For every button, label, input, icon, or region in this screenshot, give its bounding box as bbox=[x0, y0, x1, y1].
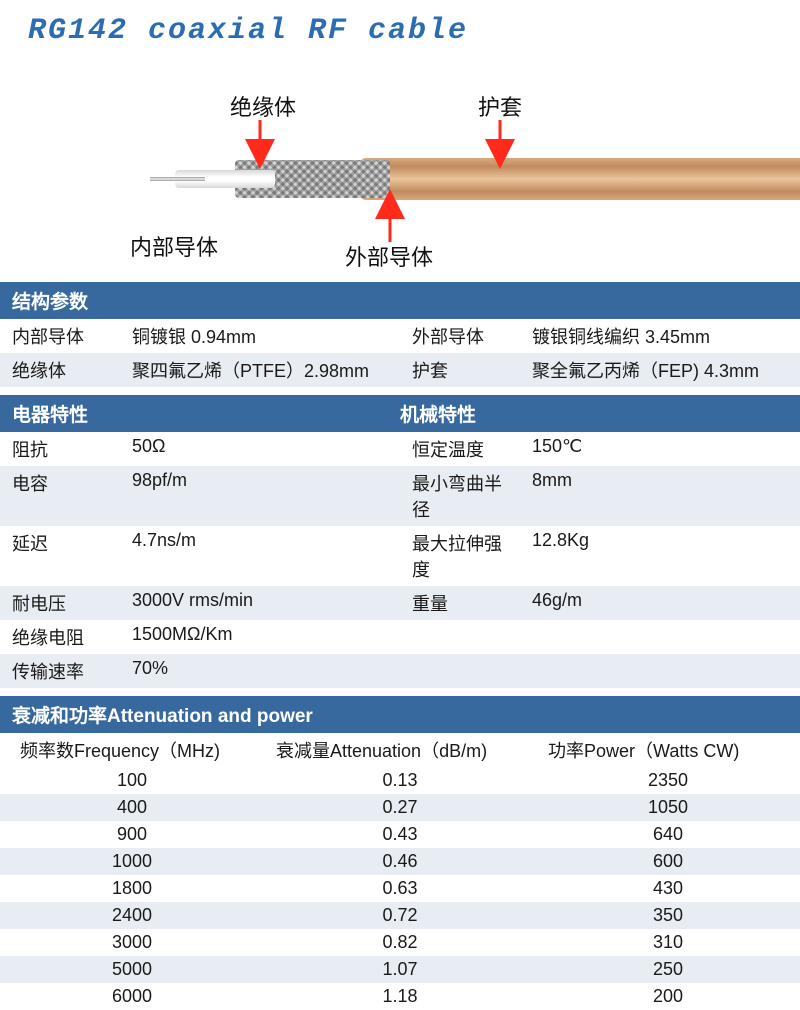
attenuation-table: 频率数Frequency（MHz) 衰减量Attenuation（dB/m) 功… bbox=[0, 733, 800, 1010]
cell: 绝缘电阻 bbox=[0, 620, 120, 654]
structure-table: 内部导体铜镀银 0.94mm外部导体镀银铜线编织 3.45mm绝缘体聚四氟乙烯（… bbox=[0, 319, 800, 387]
table-row: 阻抗50Ω恒定温度150℃ bbox=[0, 432, 800, 466]
table-row: 绝缘电阻1500MΩ/Km bbox=[0, 620, 800, 654]
table-row: 传输速率70% bbox=[0, 654, 800, 688]
cell: 1.07 bbox=[264, 956, 536, 983]
table-row: 延迟4.7ns/m最大拉伸强度12.8Kg bbox=[0, 526, 800, 586]
cell: 绝缘体 bbox=[0, 353, 120, 387]
cell: 640 bbox=[536, 821, 800, 848]
cell: 3000 bbox=[0, 929, 264, 956]
cell: 最大拉伸强度 bbox=[400, 526, 520, 586]
label-jacket: 护套 bbox=[478, 90, 522, 122]
table-row: 18000.63430 bbox=[0, 875, 800, 902]
cell: 延迟 bbox=[0, 526, 120, 586]
label-inner-conductor: 内部导体 bbox=[130, 230, 218, 262]
cable-conductor bbox=[150, 177, 205, 181]
cell: 8mm bbox=[520, 466, 800, 526]
cell: 400 bbox=[0, 794, 264, 821]
cable-diagram: 绝缘体 护套 内部导体 外部导体 bbox=[0, 52, 800, 282]
cell: 0.72 bbox=[264, 902, 536, 929]
page-title: RG142 coaxial RF cable bbox=[0, 0, 800, 52]
cell bbox=[400, 620, 520, 654]
cell: 1500MΩ/Km bbox=[120, 620, 400, 654]
cell: 3000V rms/min bbox=[120, 586, 400, 620]
table-row: 9000.43640 bbox=[0, 821, 800, 848]
cell: 1000 bbox=[0, 848, 264, 875]
cell: 1.18 bbox=[264, 983, 536, 1010]
cell: 0.13 bbox=[264, 767, 536, 794]
section-title-mechanical: 机械特性 bbox=[400, 400, 788, 427]
section-title-electrical: 电器特性 bbox=[12, 400, 400, 427]
col-power: 功率Power（Watts CW) bbox=[536, 733, 800, 767]
cell: 镀银铜线编织 3.45mm bbox=[520, 319, 800, 353]
cell: 350 bbox=[536, 902, 800, 929]
cell: 0.63 bbox=[264, 875, 536, 902]
cell bbox=[520, 654, 800, 688]
table-row: 4000.271050 bbox=[0, 794, 800, 821]
cell: 250 bbox=[536, 956, 800, 983]
label-insulation: 绝缘体 bbox=[230, 90, 296, 122]
section-title-structure: 结构参数 bbox=[12, 287, 788, 314]
cell: 外部导体 bbox=[400, 319, 520, 353]
table-row: 30000.82310 bbox=[0, 929, 800, 956]
cell: 5000 bbox=[0, 956, 264, 983]
table-row: 10000.46600 bbox=[0, 848, 800, 875]
cell: 聚全氟乙丙烯（FEP) 4.3mm bbox=[520, 353, 800, 387]
cell: 1050 bbox=[536, 794, 800, 821]
cell: 电容 bbox=[0, 466, 120, 526]
cell: 900 bbox=[0, 821, 264, 848]
cell: 150℃ bbox=[520, 432, 800, 466]
cell: 传输速率 bbox=[0, 654, 120, 688]
cell: 310 bbox=[536, 929, 800, 956]
cell: 耐电压 bbox=[0, 586, 120, 620]
cell: 430 bbox=[536, 875, 800, 902]
cell: 2350 bbox=[536, 767, 800, 794]
cell: 4.7ns/m bbox=[120, 526, 400, 586]
cell: 最小弯曲半径 bbox=[400, 466, 520, 526]
cell: 内部导体 bbox=[0, 319, 120, 353]
cell: 恒定温度 bbox=[400, 432, 520, 466]
section-header-attenuation: 衰减和功率Attenuation and power bbox=[0, 696, 800, 733]
cell: 6000 bbox=[0, 983, 264, 1010]
section-header-elec-mech: 电器特性 机械特性 bbox=[0, 395, 800, 432]
label-outer-conductor: 外部导体 bbox=[345, 240, 433, 272]
cell: 200 bbox=[536, 983, 800, 1010]
table-row: 绝缘体聚四氟乙烯（PTFE）2.98mm护套聚全氟乙丙烯（FEP) 4.3mm bbox=[0, 353, 800, 387]
table-row: 1000.132350 bbox=[0, 767, 800, 794]
col-frequency: 频率数Frequency（MHz) bbox=[0, 733, 264, 767]
table-row: 电容98pf/m最小弯曲半径8mm bbox=[0, 466, 800, 526]
cell: 12.8Kg bbox=[520, 526, 800, 586]
cable-jacket bbox=[360, 158, 800, 200]
cell: 2400 bbox=[0, 902, 264, 929]
section-title-attenuation: 衰减和功率Attenuation and power bbox=[12, 701, 788, 728]
cell: 100 bbox=[0, 767, 264, 794]
section-header-structure: 结构参数 bbox=[0, 282, 800, 319]
table-row: 内部导体铜镀银 0.94mm外部导体镀银铜线编织 3.45mm bbox=[0, 319, 800, 353]
cell: 0.82 bbox=[264, 929, 536, 956]
cell: 阻抗 bbox=[0, 432, 120, 466]
cell: 600 bbox=[536, 848, 800, 875]
cell: 46g/m bbox=[520, 586, 800, 620]
cell: 聚四氟乙烯（PTFE）2.98mm bbox=[120, 353, 400, 387]
cell bbox=[520, 620, 800, 654]
cell: 1800 bbox=[0, 875, 264, 902]
cell: 护套 bbox=[400, 353, 520, 387]
cell: 铜镀银 0.94mm bbox=[120, 319, 400, 353]
cell: 0.46 bbox=[264, 848, 536, 875]
cell: 0.43 bbox=[264, 821, 536, 848]
table-row: 60001.18200 bbox=[0, 983, 800, 1010]
table-row: 24000.72350 bbox=[0, 902, 800, 929]
table-row: 50001.07250 bbox=[0, 956, 800, 983]
cell: 0.27 bbox=[264, 794, 536, 821]
cell: 重量 bbox=[400, 586, 520, 620]
cell: 98pf/m bbox=[120, 466, 400, 526]
col-attenuation: 衰减量Attenuation（dB/m) bbox=[264, 733, 536, 767]
cell: 70% bbox=[120, 654, 400, 688]
cell: 50Ω bbox=[120, 432, 400, 466]
elec-mech-table: 阻抗50Ω恒定温度150℃电容98pf/m最小弯曲半径8mm延迟4.7ns/m最… bbox=[0, 432, 800, 688]
table-row: 耐电压3000V rms/min重量46g/m bbox=[0, 586, 800, 620]
cell bbox=[400, 654, 520, 688]
